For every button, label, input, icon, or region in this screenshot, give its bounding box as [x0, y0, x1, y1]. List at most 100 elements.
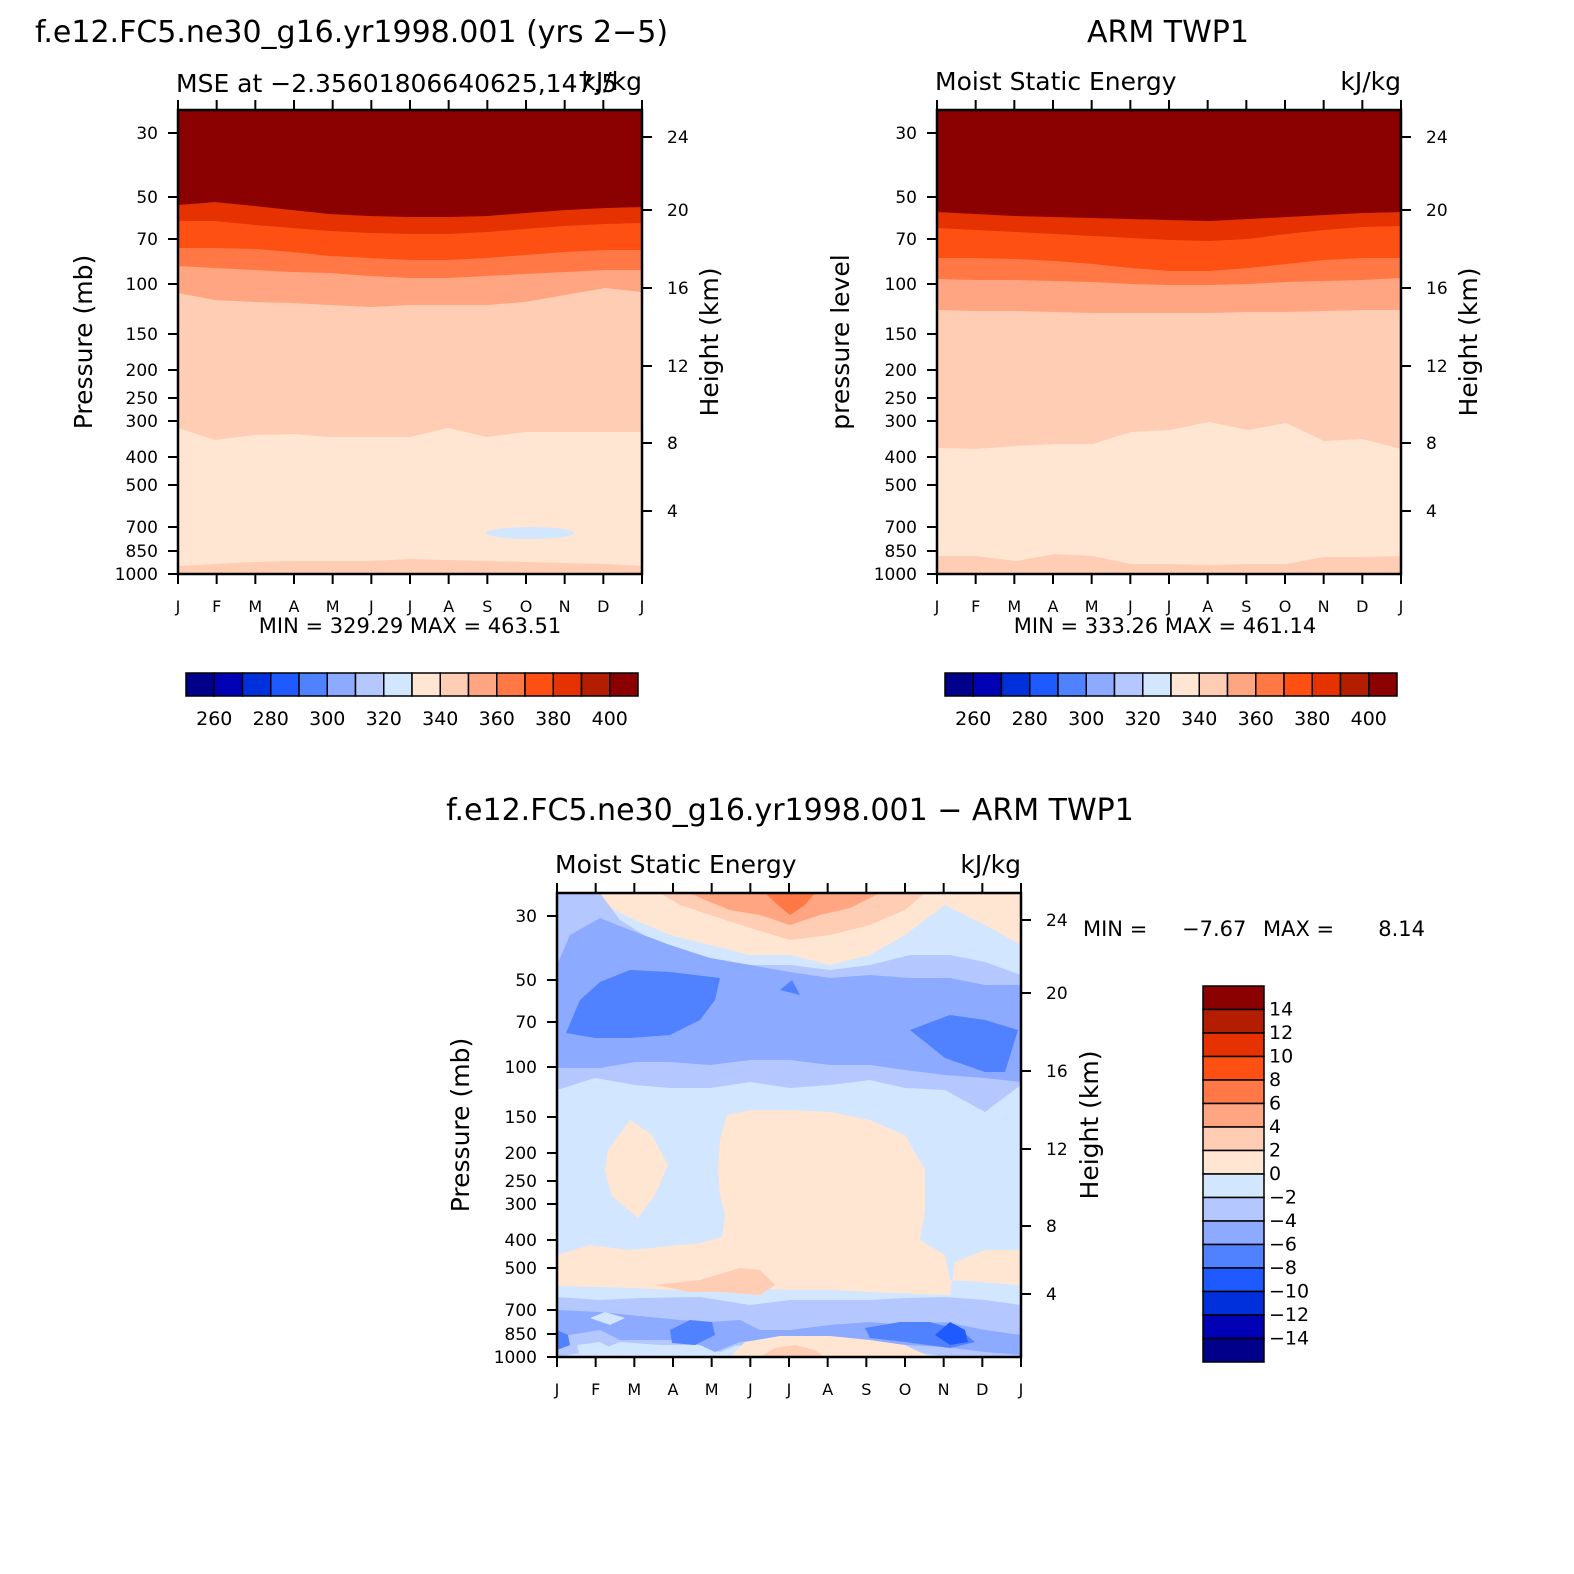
y-tick-label: 30 [895, 124, 917, 144]
x-tick-label: M [248, 597, 262, 616]
colorbar-label: 8 [1269, 1069, 1281, 1091]
colorbar-swatch [1202, 1126, 1265, 1152]
diff-band-minus6-minus4-upper [557, 918, 1021, 1082]
x-tick-label: O [899, 1380, 912, 1399]
colorbar-swatch [1226, 672, 1257, 697]
panel-obs-ticks: J F M A M J J A S O N D J 30 50 70 100 150 200 250 300 400 500… [874, 100, 1448, 616]
y-tick-right-label: 12 [667, 357, 689, 377]
colorbar-label: 12 [1269, 1022, 1293, 1044]
colorbar-swatch [1202, 1173, 1265, 1199]
colorbar-swatch [552, 672, 583, 697]
y-tick-right-label: 24 [1426, 128, 1448, 148]
colorbar-label: 4 [1269, 1116, 1281, 1138]
colorbar-label: 14 [1269, 999, 1293, 1021]
colorbar-swatch [1029, 672, 1059, 697]
y-tick-right-label: 24 [667, 128, 689, 148]
colorbar-swatch [1170, 672, 1200, 697]
diff-band-2-4-mid [655, 1268, 775, 1295]
y-tick-label: 50 [895, 188, 917, 208]
y-tick-label: 250 [505, 1172, 537, 1192]
x-tick-label: M [1007, 597, 1021, 616]
x-tick-label: N [938, 1380, 950, 1399]
colorbar-label: 380 [535, 708, 571, 730]
colorbar-label: 260 [196, 708, 232, 730]
colorbar-swatch [326, 672, 357, 697]
colorbar-swatch [411, 672, 441, 697]
x-tick-label: J [1018, 1380, 1024, 1399]
diff-band-minus2-0-low-sw [577, 1342, 615, 1357]
colorbar-swatch [213, 672, 244, 697]
y-tick-label: 50 [136, 188, 158, 208]
colorbar-swatch [944, 672, 974, 697]
colorbar-swatch [1202, 1220, 1265, 1246]
colorbar-label: −4 [1269, 1210, 1297, 1232]
colorbar-label: 400 [1351, 708, 1387, 730]
y-tick-label: 30 [136, 124, 158, 144]
y-tick-label: 500 [885, 476, 917, 496]
y-tick-label: 70 [895, 230, 917, 250]
colorbar-swatch [1202, 1337, 1265, 1363]
y-tick-label: 30 [515, 907, 537, 927]
panel-diff-min-value: −7.67 [1182, 917, 1246, 941]
y-tick-right-label: 20 [1426, 201, 1448, 221]
y-tick-label: 1000 [494, 1348, 537, 1368]
diff-band-minus10-minus8-low [935, 1322, 968, 1345]
colorbar-swatch [1202, 1008, 1265, 1034]
y-tick-right-label: 24 [1046, 911, 1068, 931]
colorbar-swatch [1202, 985, 1265, 1011]
x-tick-label: J [1127, 597, 1133, 616]
colorbar-swatch [1368, 672, 1398, 697]
x-tick-label: J [1166, 597, 1172, 616]
model-band-surface-340 [178, 559, 642, 574]
colorbar-swatch [1311, 672, 1342, 697]
x-tick-label: F [591, 1380, 600, 1399]
y-tick-right-label: 4 [1426, 502, 1437, 522]
colorbar-label: 0 [1269, 1163, 1281, 1185]
diff-band-minus8-minus6-low-corner [557, 1330, 570, 1350]
colorbar-swatch [1113, 672, 1144, 697]
colorbar-label: 320 [366, 708, 402, 730]
y-tick-right-label: 12 [1426, 357, 1448, 377]
colorbar-label: 340 [422, 708, 458, 730]
panel-model: f.e12.FC5.ne30_g16.yr1998.001 (yrs 2−5) … [35, 15, 724, 730]
x-tick-label: A [1202, 597, 1213, 616]
colorbar-label: 280 [1012, 708, 1048, 730]
panel-diff-units: kJ/kg [960, 850, 1021, 879]
y-tick-right-label: 8 [667, 434, 678, 454]
y-tick-label: 850 [885, 542, 917, 562]
x-tick-label: D [1356, 597, 1368, 616]
x-tick-label: F [212, 597, 221, 616]
colorbar-swatch [1202, 1055, 1265, 1081]
panel-obs-units: kJ/kg [1340, 67, 1401, 96]
panel-diff-max-label: MAX = [1263, 917, 1334, 941]
diff-band-0-2-mid [557, 1110, 1021, 1295]
panel-model-contours [178, 110, 642, 574]
colorbar-swatch [1202, 1032, 1265, 1058]
y-tick-label: 70 [515, 1013, 537, 1033]
colorbar-swatch [241, 672, 272, 697]
y-tick-label: 700 [885, 518, 917, 538]
colorbar-label: −14 [1269, 1328, 1309, 1350]
panel-diff-left-string: Moist Static Energy [555, 850, 797, 879]
panel-obs-left-string: Moist Static Energy [935, 67, 1177, 96]
panel-diff-ylabel: Pressure (mb) [446, 1038, 475, 1212]
obs-band-400-plus [937, 110, 1401, 221]
colorbar-label: −2 [1269, 1187, 1297, 1209]
model-band-400-plus-edge [178, 200, 642, 217]
y-tick-right-label: 16 [1046, 1062, 1068, 1082]
x-tick-label: M [627, 1380, 641, 1399]
panel-obs-ylabel: pressure level [826, 254, 855, 429]
panel-model-ticks: J F M A M J J A S O N D J 30 50 70 100 150 200 250 300 400 500… [115, 100, 689, 616]
y-tick-label: 1000 [115, 565, 158, 585]
panel-diff-max-value: 8.14 [1378, 917, 1425, 941]
y-tick-right-label: 16 [667, 279, 689, 299]
colorbar-swatch [1202, 1290, 1265, 1316]
colorbar-swatch [609, 672, 639, 697]
colorbar-swatch [1000, 672, 1031, 697]
x-tick-label: J [786, 1380, 792, 1399]
panel-model-ylabel-right: Height (km) [695, 268, 724, 417]
colorbar-swatch [1202, 1196, 1265, 1222]
colorbar-label: 320 [1125, 708, 1161, 730]
